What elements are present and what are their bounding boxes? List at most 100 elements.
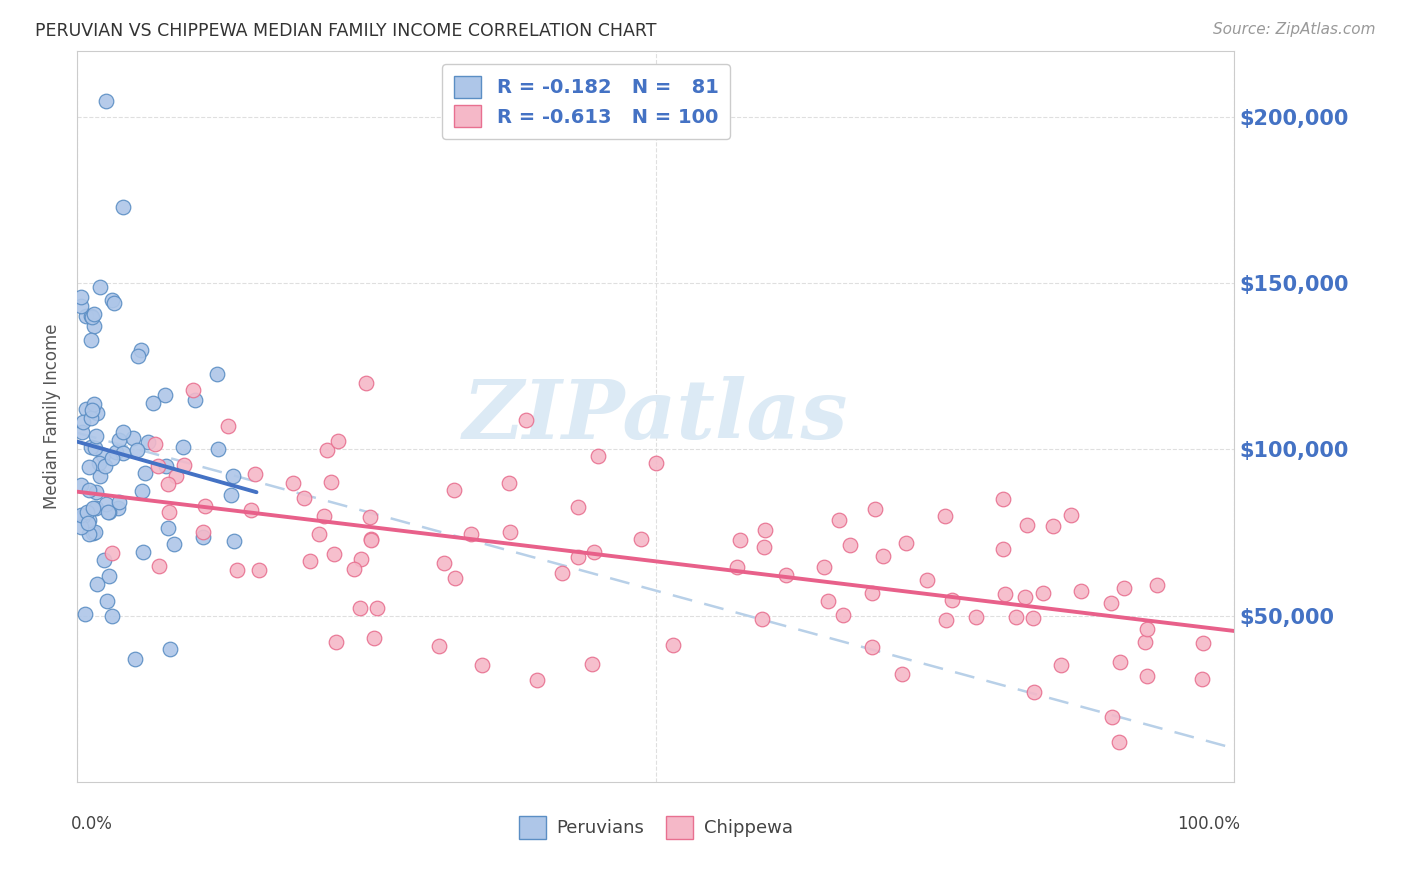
- Point: [77, 527, 100, 541]
- Point: [159, 641, 181, 656]
- Point: [172, 440, 194, 454]
- Point: [80, 440, 103, 454]
- Point: [1015, 517, 1038, 532]
- Point: [1136, 669, 1159, 683]
- Point: [862, 640, 884, 655]
- Point: [98, 568, 121, 582]
- Point: [630, 532, 652, 546]
- Point: [155, 458, 177, 473]
- Text: ZIPatlas: ZIPatlas: [463, 376, 849, 456]
- Point: [243, 467, 266, 481]
- Point: [77, 513, 100, 527]
- Point: [76, 505, 98, 519]
- Point: [350, 551, 373, 566]
- Point: [134, 466, 156, 480]
- Point: [725, 559, 748, 574]
- Point: [194, 499, 217, 513]
- Point: [181, 383, 204, 397]
- Point: [1146, 577, 1168, 591]
- Point: [314, 509, 336, 524]
- Point: [991, 492, 1014, 507]
- Point: [124, 651, 146, 665]
- Point: [94, 459, 117, 474]
- Point: [567, 549, 589, 564]
- Point: [349, 600, 371, 615]
- Point: [101, 608, 124, 623]
- Point: [326, 434, 349, 448]
- Point: [863, 502, 886, 516]
- Point: [75, 402, 97, 417]
- Point: [498, 476, 520, 491]
- Point: [1109, 655, 1132, 669]
- Point: [89, 469, 111, 483]
- Point: [343, 562, 366, 576]
- Point: [775, 568, 797, 582]
- Point: [112, 200, 135, 214]
- Point: [104, 444, 127, 458]
- Point: [730, 533, 752, 548]
- Point: [72, 509, 94, 524]
- Point: [1135, 635, 1157, 649]
- Point: [122, 431, 145, 445]
- Point: [153, 388, 176, 402]
- Point: [127, 349, 149, 363]
- Point: [77, 516, 100, 531]
- Point: [103, 296, 125, 310]
- Point: [832, 608, 855, 623]
- Point: [80, 310, 103, 325]
- Point: [107, 495, 129, 509]
- Point: [84, 501, 107, 516]
- Point: [1021, 611, 1043, 625]
- Point: [112, 425, 135, 439]
- Point: [146, 458, 169, 473]
- Point: [129, 343, 152, 357]
- Point: [217, 419, 239, 434]
- Point: [80, 310, 103, 324]
- Point: [1014, 590, 1036, 604]
- Point: [363, 631, 385, 645]
- Point: [82, 402, 104, 417]
- Point: [321, 475, 343, 489]
- Point: [934, 508, 956, 523]
- Point: [1101, 710, 1123, 724]
- Point: [526, 673, 548, 688]
- Point: [1192, 635, 1215, 649]
- Point: [145, 437, 167, 451]
- Point: [965, 610, 987, 624]
- Point: [247, 563, 270, 577]
- Point: [356, 376, 378, 390]
- Point: [72, 415, 94, 429]
- Point: [991, 542, 1014, 557]
- Point: [586, 449, 609, 463]
- Point: [1136, 622, 1159, 636]
- Point: [83, 319, 105, 334]
- Point: [754, 523, 776, 537]
- Point: [860, 586, 883, 600]
- Point: [101, 293, 124, 307]
- Point: [644, 456, 666, 470]
- Point: [83, 441, 105, 455]
- Y-axis label: Median Family Income: Median Family Income: [44, 324, 60, 509]
- Point: [131, 483, 153, 498]
- Point: [323, 547, 346, 561]
- Point: [93, 553, 115, 567]
- Point: [515, 413, 537, 427]
- Point: [1191, 672, 1213, 686]
- Point: [87, 456, 110, 470]
- Point: [751, 612, 773, 626]
- Point: [77, 460, 100, 475]
- Point: [156, 521, 179, 535]
- Point: [1022, 684, 1045, 698]
- Point: [83, 524, 105, 539]
- Point: [1070, 583, 1092, 598]
- Point: [97, 505, 120, 519]
- Point: [91, 448, 114, 462]
- Point: [94, 94, 117, 108]
- Point: [107, 501, 129, 516]
- Point: [69, 508, 91, 522]
- Point: [96, 594, 118, 608]
- Point: [101, 546, 124, 560]
- Point: [79, 483, 101, 497]
- Point: [581, 657, 603, 672]
- Point: [366, 601, 388, 615]
